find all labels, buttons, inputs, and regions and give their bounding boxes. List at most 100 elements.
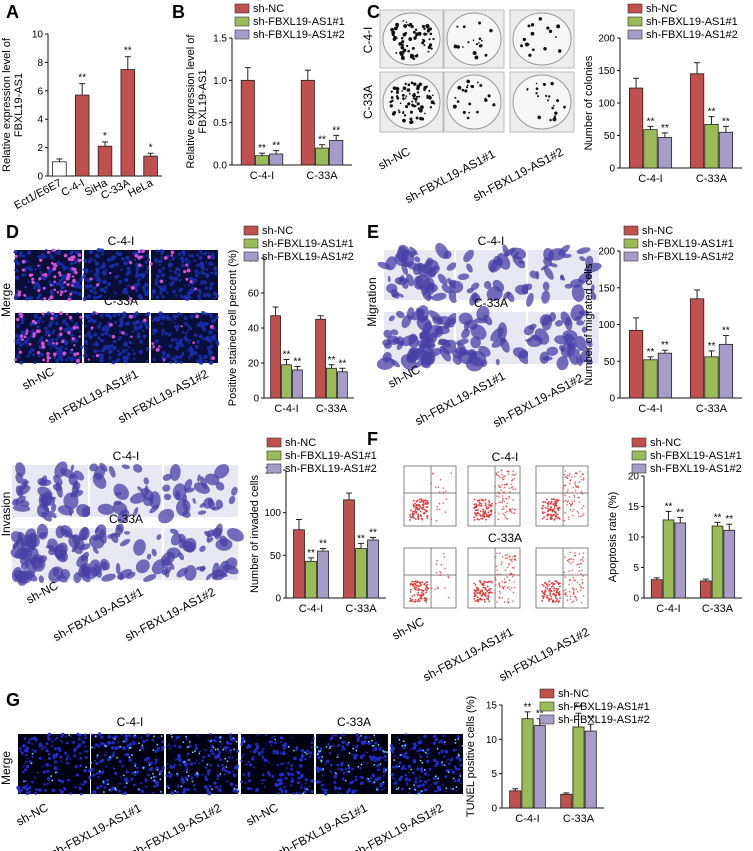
x-tick-label: C-4-I bbox=[638, 173, 662, 185]
nucleus bbox=[414, 780, 418, 784]
legend-label-as1-1: sh-FBXL19-AS1#1 bbox=[262, 238, 354, 250]
nucleus bbox=[33, 361, 37, 365]
nucleus bbox=[280, 772, 285, 777]
colony bbox=[400, 56, 405, 61]
nucleus bbox=[174, 317, 177, 320]
nucleus bbox=[107, 281, 112, 286]
apoptotic-event bbox=[505, 482, 508, 485]
tunel-positive-cell bbox=[114, 788, 117, 791]
nucleus bbox=[345, 790, 350, 794]
nucleus bbox=[415, 792, 417, 795]
nucleus bbox=[411, 771, 415, 775]
nucleus bbox=[198, 291, 202, 295]
nucleus bbox=[232, 773, 237, 778]
nucleus bbox=[454, 767, 458, 771]
nucleus bbox=[164, 356, 167, 360]
nucleus bbox=[29, 322, 34, 327]
apoptotic-event bbox=[507, 586, 510, 588]
nucleus bbox=[59, 755, 63, 759]
tunel-positive-cell bbox=[191, 780, 194, 783]
nucleus bbox=[69, 735, 72, 738]
apoptotic-event bbox=[499, 486, 502, 488]
nucleus bbox=[188, 744, 192, 748]
nucleus bbox=[436, 785, 441, 790]
panel-label-f: F bbox=[367, 429, 378, 449]
apoptotic-event bbox=[505, 484, 507, 486]
nucleus bbox=[137, 335, 141, 339]
event-dot bbox=[420, 595, 423, 597]
nucleus bbox=[38, 788, 42, 792]
nucleus bbox=[430, 784, 433, 787]
nucleus bbox=[93, 259, 97, 262]
stained-cell bbox=[442, 323, 451, 330]
nucleus bbox=[207, 753, 211, 758]
apoptotic-event bbox=[579, 475, 582, 478]
significance-mark: ** bbox=[307, 548, 315, 559]
tunel-positive-cell bbox=[134, 771, 136, 773]
stained-cell bbox=[146, 553, 152, 560]
tunel-positive-cell bbox=[355, 749, 358, 752]
event-dot bbox=[474, 505, 477, 508]
apoptotic-event bbox=[581, 578, 583, 581]
nucleus bbox=[88, 249, 94, 254]
nucleus bbox=[235, 758, 238, 761]
nucleus bbox=[198, 288, 202, 292]
stained-cell bbox=[130, 335, 133, 338]
tunel-positive-cell bbox=[384, 750, 386, 753]
nucleus bbox=[178, 354, 183, 360]
nucleus bbox=[16, 261, 21, 266]
stained-cell bbox=[162, 358, 166, 362]
tunel-positive-cell bbox=[209, 740, 212, 743]
nucleus bbox=[404, 777, 409, 782]
nucleus bbox=[47, 756, 52, 761]
apoptotic-event bbox=[572, 589, 575, 592]
stained-cell bbox=[63, 253, 68, 258]
nucleus bbox=[419, 755, 423, 759]
nucleus bbox=[94, 342, 100, 347]
nucleus bbox=[180, 294, 184, 298]
event-dot bbox=[550, 585, 553, 588]
nucleus bbox=[240, 780, 243, 784]
nucleus bbox=[161, 332, 165, 336]
tunel-image bbox=[90, 732, 165, 795]
nucleus bbox=[82, 344, 86, 347]
stained-cell bbox=[53, 280, 56, 283]
event-dot bbox=[544, 506, 547, 509]
stained-cell bbox=[57, 505, 74, 516]
tunel-positive-cell bbox=[236, 788, 239, 791]
colony bbox=[472, 50, 477, 55]
apoptotic-event bbox=[580, 601, 583, 604]
nucleus bbox=[98, 322, 102, 325]
significance-mark: ** bbox=[318, 135, 326, 146]
y-tick-label: 15 bbox=[628, 502, 640, 513]
event-dot bbox=[424, 502, 427, 504]
nucleus bbox=[54, 760, 58, 764]
apoptotic-event bbox=[501, 580, 503, 583]
stained-cell bbox=[571, 284, 585, 302]
stained-cell bbox=[162, 473, 172, 481]
panel-c-col-label-nc: sh-NC bbox=[376, 144, 413, 172]
y-tick-label: 15 bbox=[486, 701, 498, 712]
stained-cell bbox=[546, 346, 559, 356]
nucleus bbox=[34, 281, 39, 287]
nucleus bbox=[136, 770, 140, 774]
apoptotic-event bbox=[581, 569, 583, 572]
nucleus bbox=[178, 745, 182, 749]
colony bbox=[395, 51, 398, 54]
nucleus bbox=[416, 767, 420, 771]
tunel-positive-cell bbox=[102, 780, 105, 783]
nucleus bbox=[207, 769, 211, 773]
event-dot bbox=[425, 601, 428, 603]
bar bbox=[367, 539, 379, 599]
nucleus bbox=[36, 325, 40, 329]
event-dot bbox=[475, 514, 478, 517]
y-tick-label: 50 bbox=[604, 131, 616, 142]
colony bbox=[478, 21, 482, 25]
tunel-positive-cell bbox=[109, 756, 111, 759]
y-tick-label: 0 bbox=[609, 394, 615, 405]
event-dot bbox=[478, 504, 481, 506]
apoptotic-event bbox=[513, 567, 515, 569]
nucleus bbox=[247, 774, 251, 778]
nucleus bbox=[455, 748, 458, 751]
